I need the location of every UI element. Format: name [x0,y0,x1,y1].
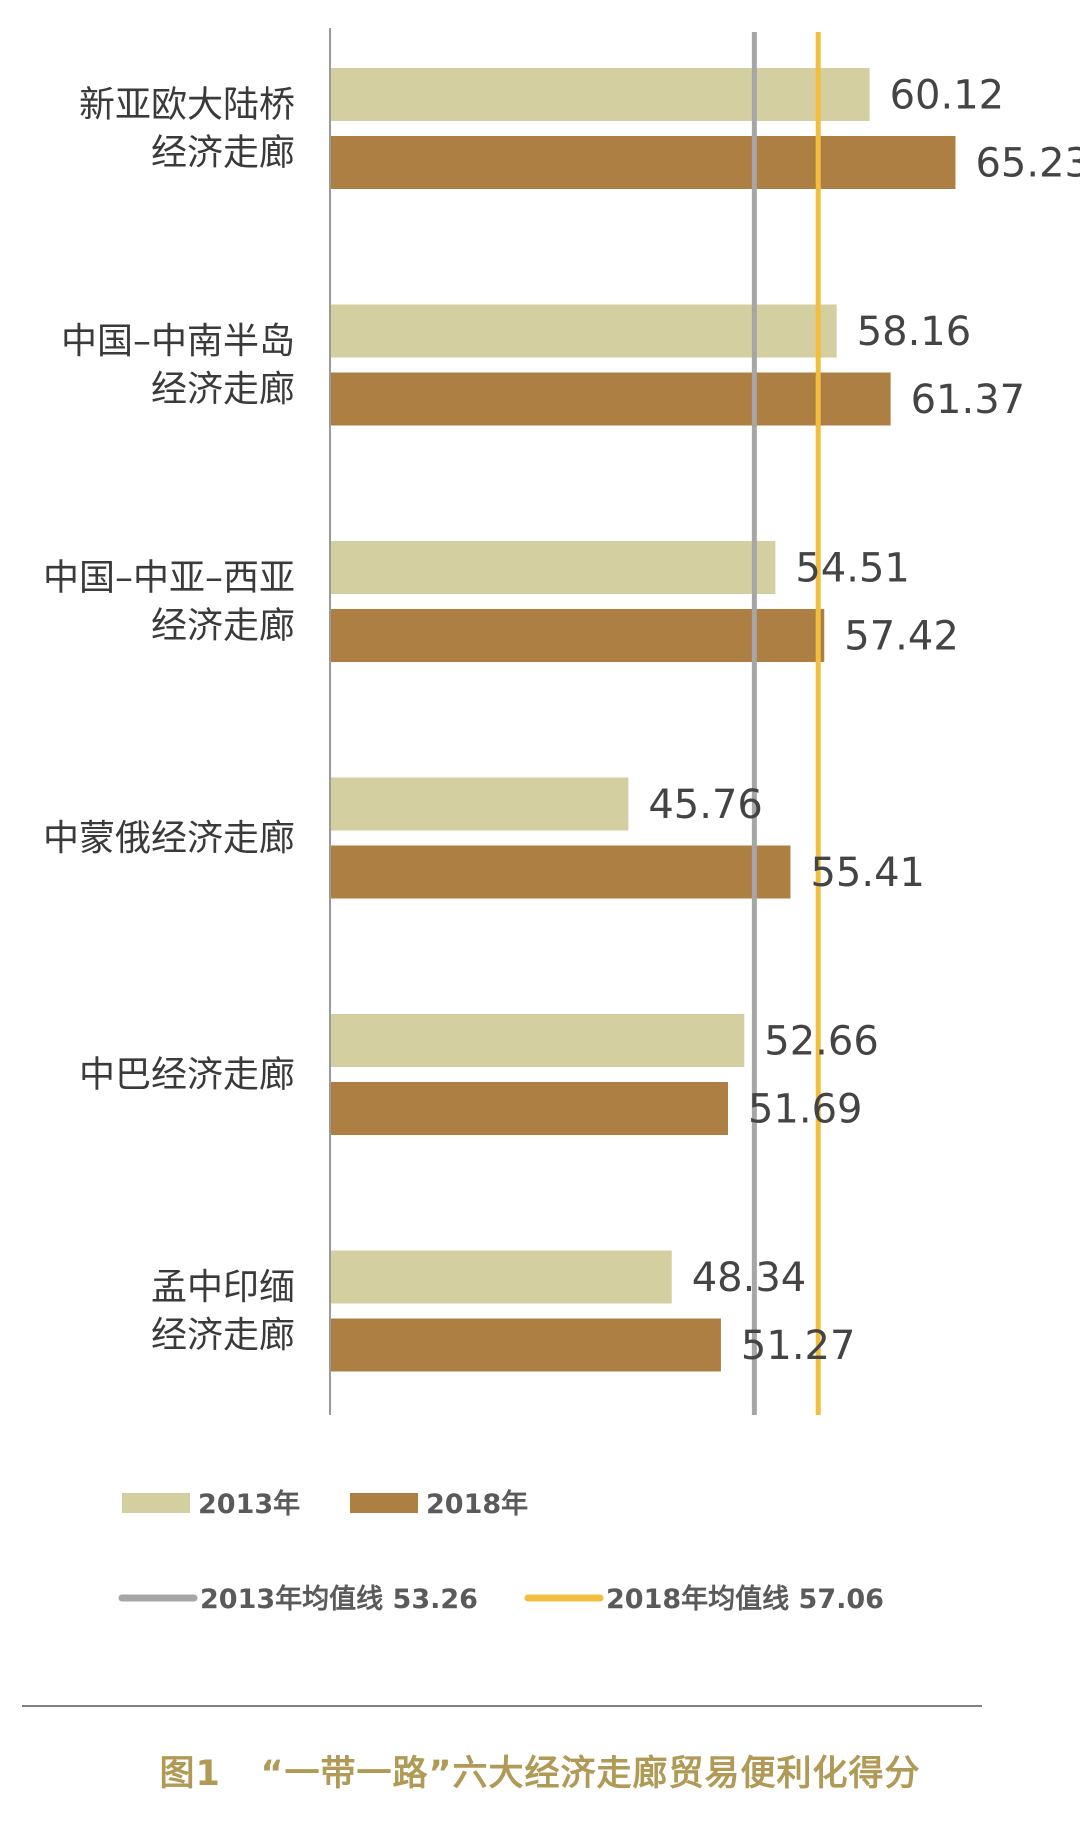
value-label-2018-3: 55.41 [810,850,925,896]
value-labels-group: 60.12 65.23 58.16 61.37 54.51 57.42 45.76 55.41… [648,73,1080,1370]
value-label-2013-5: 48.34 [692,1255,807,1301]
bar-2013-3 [330,777,629,831]
bar-chart: 新亚欧大陆桥经济走廊中国–中南半岛经济走廊中国–中亚–西亚经济走廊中蒙俄经济走廊… [43,28,1080,1615]
category-label-5-1: 经济走廊 [151,1315,295,1356]
bar-2013-5 [330,1250,672,1304]
category-label-5-0: 孟中印缅 [151,1267,295,1308]
value-label-2018-2: 57.42 [844,614,959,660]
category-label-3-0: 中蒙俄经济走廊 [43,818,295,859]
value-label-2013-1: 58.16 [857,309,972,355]
value-label-2013-4: 52.66 [764,1019,879,1065]
bars-group [330,68,956,1372]
category-label-0-1: 经济走廊 [151,133,295,174]
bar-2018-1 [330,372,891,426]
category-label-1-0: 中国–中南半岛 [61,321,295,362]
category-label-1-1: 经济走廊 [151,369,295,410]
legend-label-0: 2013年 [198,1488,300,1520]
value-label-2013-3: 45.76 [648,782,763,828]
bar-2018-2 [330,609,825,662]
value-label-2018-1: 61.37 [911,377,1026,423]
category-label-2-1: 经济走廊 [151,606,295,647]
caption-divider [22,1705,982,1707]
category-label-2-0: 中国–中亚–西亚 [43,558,295,599]
bar-2013-4 [330,1014,745,1067]
bar-2018-3 [330,845,791,899]
value-label-2018-5: 51.27 [741,1323,856,1369]
figure-title: “一带一路”六大经济走廊贸易便利化得分 [260,1754,921,1794]
legend-ref-label-0: 2013年均值线 53.26 [200,1583,478,1615]
figure-number: 图1 [159,1754,221,1794]
bar-2018-4 [330,1082,728,1135]
value-label-2013-0: 60.12 [890,73,1005,119]
legend: 2013年 2018年 2013年均值线 53.26 2018年均值线 57.06 [118,1488,884,1615]
bar-2013-0 [330,68,870,121]
value-label-2018-4: 51.69 [748,1087,863,1133]
bar-2018-0 [330,136,956,189]
legend-ref-label-1: 2018年均值线 57.06 [606,1583,884,1615]
bar-2013-1 [330,304,837,358]
category-label-4-0: 中巴经济走廊 [79,1055,295,1096]
figure-caption: 图1 “一带一路”六大经济走廊贸易便利化得分 [0,1745,1080,1796]
bar-2013-2 [330,541,776,594]
category-label-0-0: 新亚欧大陆桥 [79,85,295,126]
legend-label-1: 2018年 [426,1488,528,1520]
value-label-2018-0: 65.23 [975,141,1080,187]
bar-2018-5 [330,1318,721,1372]
legend-swatch-1 [350,1493,418,1513]
legend-swatch-0 [122,1493,190,1513]
value-label-2013-2: 54.51 [795,546,910,592]
reference-lines-group [751,32,821,1415]
category-labels-group: 新亚欧大陆桥经济走廊中国–中南半岛经济走廊中国–中亚–西亚经济走廊中蒙俄经济走廊… [43,85,295,1357]
